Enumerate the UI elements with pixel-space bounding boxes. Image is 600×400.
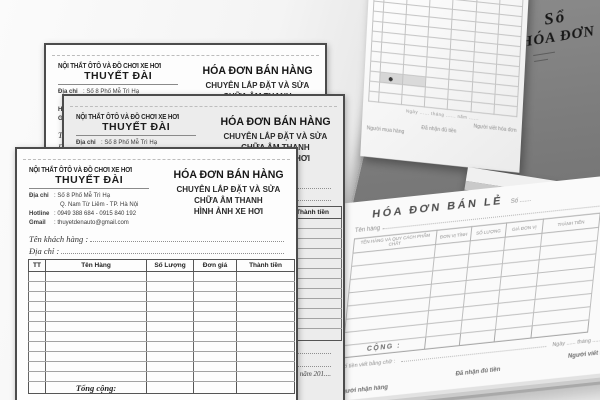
col-header-amount: Thành tiền: [236, 259, 295, 272]
ledger-sign-buyer: Người mua hàng: [366, 125, 405, 136]
ledger-sign-writer: Người viết hóa đơn: [473, 123, 517, 135]
hotline-row: Hotline : 0949 388 684 - 0915 840 192: [29, 210, 169, 219]
empty-row: [28, 291, 295, 302]
col-header-price: Đơn giá: [193, 259, 237, 272]
retail-sign-receiver: Người nhận hàng: [337, 384, 389, 396]
address-value-2: Q. Nam Từ Liêm - TP. Hà Nội: [60, 202, 139, 208]
brand-name: THUYẾT ĐÀI: [76, 121, 197, 136]
perforation-line: [70, 106, 337, 107]
invoice-subtitle-1: CHUYÊN LẮP ĐẶT VÀ SỬA: [176, 185, 281, 194]
brand-name: THUYẾT ĐÀI: [58, 70, 179, 85]
invoice-title: HÓA ĐƠN BÁN HÀNG: [173, 169, 284, 181]
invoice-title: HÓA ĐƠN BÁN HÀNG: [220, 116, 331, 128]
invoice-subtitle-2: CHỮA ÂM THANH: [194, 195, 263, 205]
address-value: : Số 8 Phố Mễ Trì Hạ: [101, 140, 158, 146]
gmail-row: Gmail : thuyetdenauto@gmail.com: [29, 219, 169, 228]
gmail-label: Gmail: [29, 220, 46, 226]
retail-sign-paid: Đã nhận đủ tiền: [455, 366, 501, 378]
empty-row: [28, 371, 295, 382]
invoice-title-block: HÓA ĐƠN BÁN HÀNG CHUYÊN LẮP ĐẶT VÀ SỬA C…: [169, 167, 288, 228]
invoice-subtitle-1: CHUYÊN LẮP ĐẶT VÀ SỬA: [223, 132, 328, 141]
col-header-qty: Số Lượng: [146, 259, 194, 272]
empty-row: [28, 341, 295, 352]
brand-name: THUYẾT ĐÀI: [29, 174, 150, 189]
invoice-subtitle-3: HÌNH ẢNH XE HƠI: [193, 206, 263, 216]
customer-name-line: Tên khách hàng :: [29, 233, 284, 244]
company-block: NỘI THẤT ÔTÔ VÀ ĐỒ CHƠI XE HƠI THUYẾT ĐÀ…: [29, 167, 169, 228]
company-name: NỘI THẤT ÔTÔ VÀ ĐỒ CHƠI XE HƠI: [58, 63, 162, 70]
retail-item-name-label: Tên hàng: [354, 225, 381, 235]
items-table: TT Tên Hàng Số Lượng Đơn giá Thành tiền …: [28, 259, 295, 394]
empty-row: [28, 351, 295, 362]
address-row: Địa chỉ : Số 8 Phố Mễ Trì Hạ: [76, 139, 216, 148]
items-table-header-row: TT Tên Hàng Số Lượng Đơn giá Thành tiền: [28, 259, 295, 272]
empty-row: [28, 301, 295, 312]
hotline-label: Hotline: [29, 211, 50, 217]
address-value: : Số 8 Phố Mễ Trì Hạ: [54, 193, 111, 199]
col-header-tt: TT: [28, 259, 46, 272]
company-contacts: Địa chỉ : Số 8 Phố Mễ Trì Hạ Q. Nam Từ L…: [29, 192, 169, 228]
ledger-page: Ngày ...... tháng ...... năm ...... Ngườ…: [360, 0, 530, 173]
customer-address-line: Địa chỉ :: [29, 245, 284, 256]
empty-row: [28, 361, 295, 372]
retail-sign-writer: Người viết hóa đơn: [567, 348, 600, 360]
empty-row: [28, 321, 295, 332]
ledger-sign-paid: Đã nhận đủ tiền: [421, 125, 457, 135]
ledger-grid-table: [368, 0, 524, 117]
empty-row: [28, 331, 295, 342]
address-value: : Số 8 Phố Mễ Trì Hạ: [83, 89, 140, 95]
retail-items-table: TÊN HÀNG VÀ QUY CÁCH PHẨM CHẤT ĐƠN VỊ TÍ…: [341, 213, 600, 359]
company-name: NỘI THẤT ÔTÔ VÀ ĐỒ CHƠI XE HƠI: [29, 167, 133, 174]
customer-address-label: Địa chỉ :: [29, 246, 60, 256]
address-row: Địa chỉ : Số 8 Phố Mễ Trì Hạ: [29, 192, 169, 201]
retail-invoice-number: Số .......: [510, 196, 532, 205]
address-label: Địa chỉ: [58, 89, 78, 95]
retail-invoice-pad: HÓA ĐƠN BÁN LẺ Số ....... Tên hàng TÊN H…: [317, 169, 600, 400]
empty-row: [28, 311, 295, 322]
total-label: Tổng cộng:: [45, 381, 147, 394]
form-header: NỘI THẤT ÔTÔ VÀ ĐỒ CHƠI XE HƠI THUYẾT ĐÀ…: [17, 160, 296, 232]
hotline-value: : 0949 388 684 - 0915 840 192: [54, 211, 137, 217]
total-row: Tổng cộng:: [28, 381, 295, 394]
gmail-value: : thuyetdenauto@gmail.com: [54, 220, 129, 226]
address-row-2: Q. Nam Từ Liêm - TP. Hà Nội: [29, 201, 169, 210]
dotted-leader: [90, 233, 284, 242]
invoice-subtitle-1: CHUYÊN LẮP ĐẶT VÀ SỬA: [205, 81, 310, 90]
retail-date-line: Ngày ...... tháng ...... năm 20.....: [551, 334, 600, 349]
perforation-line: [23, 159, 290, 160]
empty-row: [28, 271, 295, 282]
sales-invoice-sheet-front: NỘI THẤT ÔTÔ VÀ ĐỒ CHƠI XE HƠI THUYẾT ĐÀ…: [15, 147, 298, 400]
dotted-leader: [61, 245, 284, 254]
address-row: Địa chỉ : Số 8 Phố Mễ Trì Hạ: [58, 88, 198, 97]
empty-row: [28, 281, 295, 292]
retail-amount-words-label: Số tiền viết bằng chữ :: [340, 358, 396, 371]
perforation-line: [52, 55, 319, 56]
col-header-item: Tên Hàng: [45, 259, 147, 272]
address-label: Địa chỉ: [76, 140, 96, 146]
invoice-title: HÓA ĐƠN BÁN HÀNG: [202, 65, 313, 77]
customer-name-label: Tên khách hàng :: [29, 234, 89, 244]
cover-decorative-line: [533, 51, 556, 57]
address-label: Địa chỉ: [29, 193, 49, 199]
company-name: NỘI THẤT ÔTÔ VÀ ĐỒ CHƠI XE HƠI: [76, 114, 180, 121]
